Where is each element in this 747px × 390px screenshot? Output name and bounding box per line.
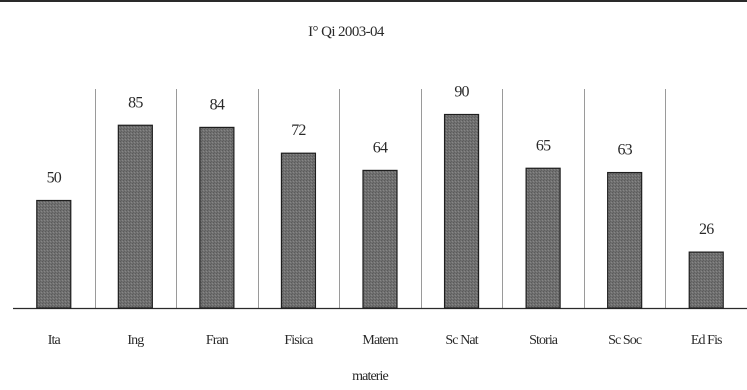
- bar-fisica: [280, 152, 317, 309]
- bar-ita: [36, 199, 72, 309]
- x-tick-label: Fran: [206, 333, 229, 348]
- bar-ing: [117, 124, 153, 309]
- value-label: 85: [128, 94, 143, 111]
- plot-area: 50 Ita 85 Ing 84 Fran 72 Fisica 64 Matem 90 Sc Nat 6…: [13, 84, 747, 348]
- bar-storia: [525, 167, 561, 309]
- bar-sc-nat: [443, 113, 480, 309]
- value-label: 64: [373, 139, 388, 156]
- value-label: 50: [47, 170, 62, 187]
- x-tick-label: Fisica: [284, 333, 314, 348]
- chart-title: I° Qi 2003-04: [308, 24, 385, 40]
- x-tick-label: Sc Nat: [445, 333, 478, 348]
- value-label: 26: [699, 221, 714, 238]
- x-tick-label: Matem: [362, 333, 398, 348]
- bar-ed-fis: [688, 251, 724, 309]
- bar-fran: [199, 126, 235, 309]
- bar-sc-soc: [607, 171, 643, 309]
- value-label: 65: [536, 137, 551, 154]
- x-tick-label: Ing: [127, 333, 144, 348]
- x-tick-label: Ita: [48, 333, 62, 348]
- value-label: 63: [617, 142, 632, 159]
- x-tick-label: Storia: [529, 333, 559, 348]
- x-axis-label: materie: [352, 369, 388, 384]
- x-tick-label: Sc Soc: [608, 333, 642, 348]
- value-label: 90: [454, 84, 469, 101]
- value-label: 72: [291, 122, 306, 139]
- x-tick-label: Ed Fis: [691, 333, 722, 348]
- bar-matem: [362, 169, 398, 309]
- value-label: 84: [210, 96, 225, 113]
